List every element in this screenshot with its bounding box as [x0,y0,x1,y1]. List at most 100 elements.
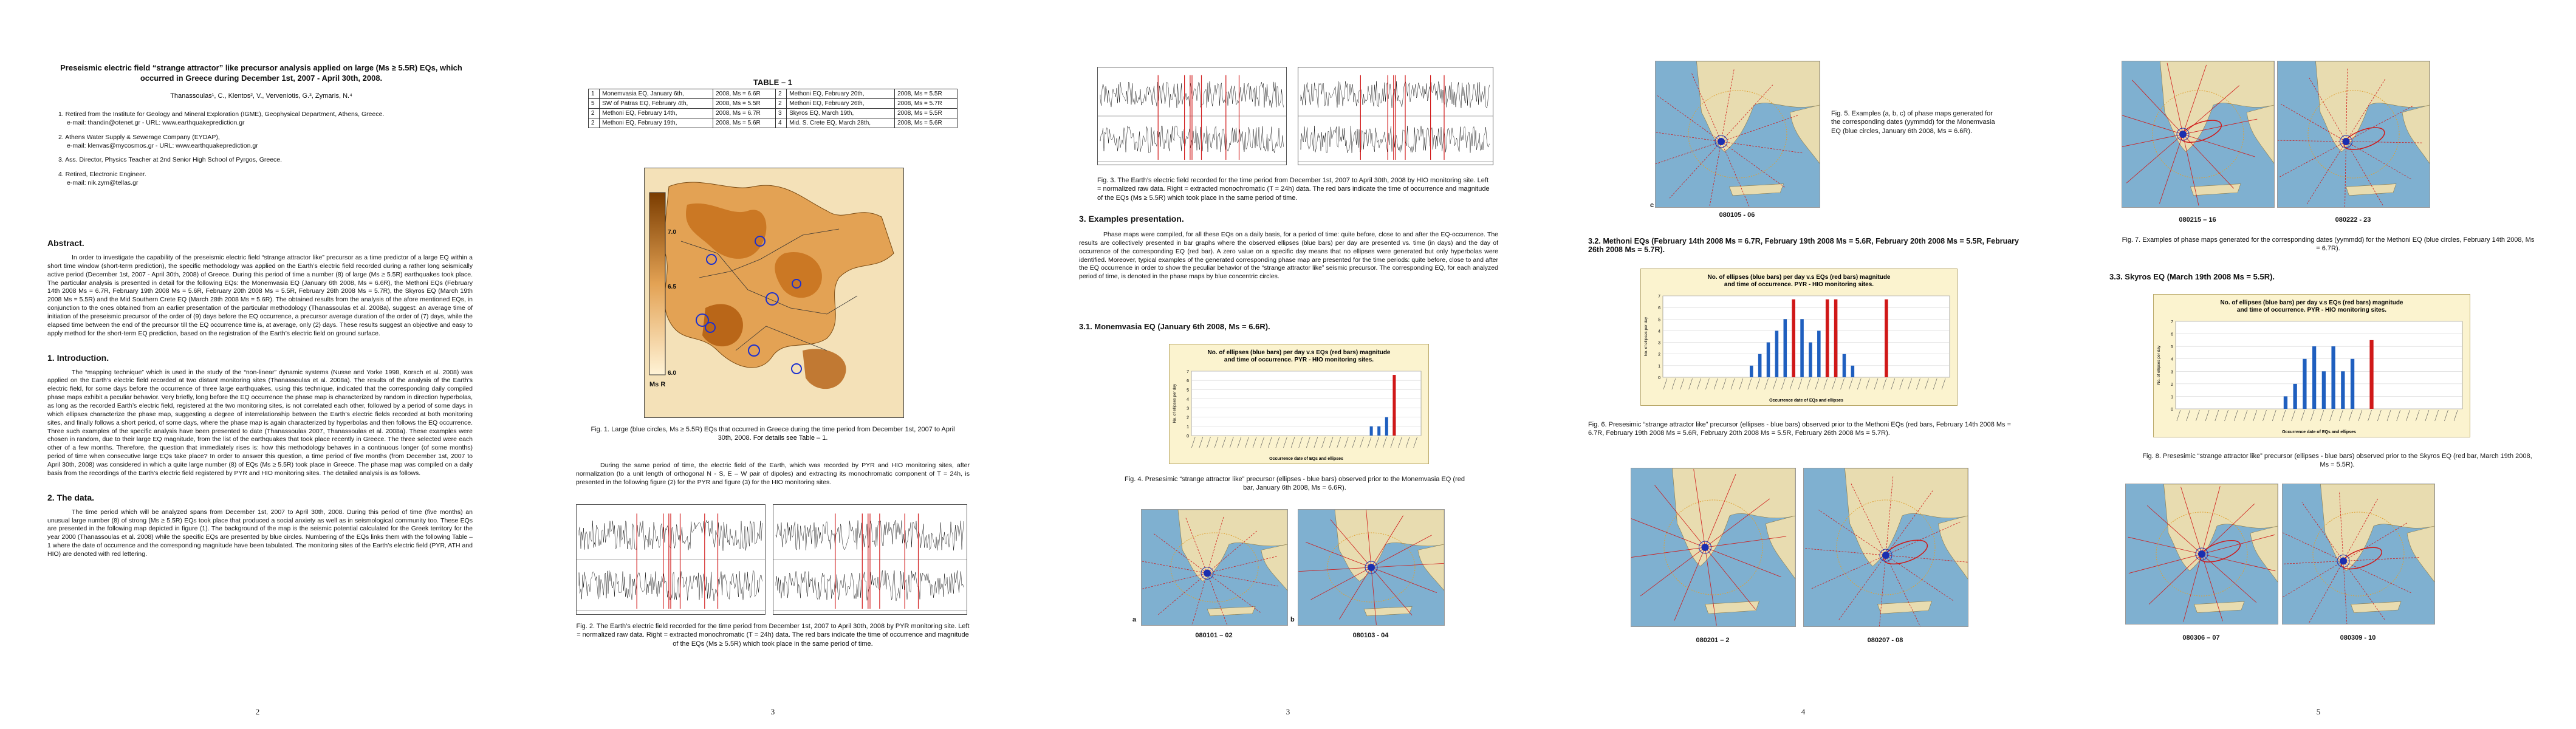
phase-ring [1327,532,1416,603]
table-cell: Monemvasia EQ, January 6th, [599,89,714,99]
ellipse-bar [2283,396,2288,409]
x-tick-mark [1314,436,1318,448]
data-heading: 2. The data. [47,492,95,502]
x-tick-mark [2386,409,2391,422]
phase-ring [2307,90,2400,179]
map-c-letter: c [1650,202,1654,209]
y-tick-label: 4 [2171,358,2173,362]
y-tick-label: 1 [1187,425,1189,430]
greece-land [1696,61,1820,152]
y-tick-label: 7 [1187,370,1189,374]
map-a-letter: a [1132,616,1137,623]
y-tick-label: 3 [1187,407,1189,411]
x-axis-label: Occurrence date of EQs and ellipses [1269,457,1343,461]
page-3-body-text: During the same period of time, the elec… [576,462,970,486]
map-a-label: 080101 – 02 [1195,632,1233,639]
crete-land [1363,606,1413,617]
trace-line [1300,126,1490,153]
figure-4-caption: Fig. 4. Presesimic “strange attractor li… [1125,476,1465,492]
phase-map-d [1631,468,1796,627]
y-tick-label: 3 [2171,370,2173,374]
ellipse-bar [1800,319,1804,377]
eq-location-ring [2340,135,2352,148]
crete-land [1877,601,1933,614]
x-tick-mark [1329,436,1334,448]
page-2-body: Abstract. In order to investigate the ca… [47,238,473,559]
abstract-text: In order to investigate the capability o… [47,254,473,337]
x-tick-mark [2377,409,2382,422]
eq-location-marker [2198,550,2205,558]
trace-line [1300,81,1490,109]
x-tick-mark [1899,378,1903,390]
turkey-land [1766,515,1795,580]
examples-heading: 3. Examples presentation. [1079,214,1184,224]
phase-map [2122,61,2274,207]
eq-location-marker [2179,131,2187,138]
y-tick-label: 7 [1658,295,1660,299]
x-tick-mark [2339,409,2343,422]
figure-2-raw-data [576,504,766,615]
figure-3-monochromatic-data [1298,67,1493,165]
x-tick-mark [1781,378,1786,390]
page-number: 3 [770,707,775,716]
table-cell: 2 [587,118,600,128]
table-cell: Methoni EQ, February 19th, [599,118,714,128]
figure-2-caption: Fig. 2. The Earth’s electric field recor… [576,623,970,648]
phase-ring [2156,512,2248,597]
figure-1-seismic-map: 7.0 6.5 6.0 Ms R [644,168,904,418]
affiliation-3: 3. Ass. Director, Physics Teacher at 2nd… [58,156,283,164]
map-c-label: 080105 - 06 [1719,211,1755,219]
x-tick-mark [2215,409,2219,422]
y-tick-label: 2 [1658,353,1660,357]
chart-title: No. of ellipses (blue bars) per day v.s … [1207,349,1390,363]
map-h-label: 080306 – 07 [2182,634,2220,642]
trace-line [578,519,762,551]
y-tick-label: 0 [2171,408,2173,412]
eq-location-marker [1701,544,1709,551]
x-tick-mark [1916,378,1920,390]
map-i-label: 080309 - 10 [2340,634,2376,642]
map-d-label: 080201 – 2 [1696,637,1730,644]
chart-title: No. of ellipses (blue bars) per day v.s … [2220,299,2403,313]
x-tick-mark [2253,409,2258,422]
x-axis-label: Occurrence date of EQs and ellipses [2282,430,2356,434]
page-3: TABLE – 1 1 Monemvasia EQ, January 6th, 20… [515,0,1030,729]
eq-bar [1834,299,1838,377]
eq-location-ring [1201,567,1214,580]
y-tick-label: 5 [1658,318,1660,322]
ellipse-bar [2331,346,2335,409]
legend-value-mid: 6.5 [668,284,676,290]
x-tick-mark [1230,436,1234,448]
phase-map [1656,61,1820,207]
x-tick-mark [2186,409,2190,422]
phase-map-g [2277,61,2430,208]
figure-3-caption: Fig. 3. The Earth’s electric field recor… [1097,177,1490,202]
x-tick-mark [2415,409,2420,422]
affiliation-1-contact[interactable]: e-mail: thandin@otenet.gr - URL: www.ear… [67,118,245,126]
table-cell: 4 [775,118,787,128]
x-tick-mark [2205,409,2210,422]
hyperbola-line [2279,106,2413,177]
hyperbola-line [2283,557,2419,564]
page-number: 4 [1801,707,1806,716]
legend-value-top: 7.0 [668,229,676,236]
x-tick-mark [1840,378,1845,390]
eq-location-marker [1368,564,1375,571]
affiliation-2-contact[interactable]: e-mail: klenvas@mycosmos.gr - URL: www.e… [67,142,258,149]
y-tick-label: 6 [1658,306,1660,310]
legend-unit: Ms R [649,381,666,388]
x-tick-mark [2396,409,2401,422]
ellipse-bar [2341,371,2345,409]
x-tick-mark [1747,378,1752,390]
phase-map-i [2282,484,2435,625]
x-tick-mark [1806,378,1811,390]
y-axis-label: No. of ellipses per day [2157,345,2161,385]
table-row: 1 Monemvasia EQ, January 6th, 2008, Ms = 6… [587,89,957,99]
ellipse-bar [1809,342,1812,377]
phase-ring [2312,512,2405,597]
affiliation-4-contact[interactable]: e-mail: nik.zym@tellas.gr [67,179,139,187]
phase-map [2278,61,2430,207]
trace-line [775,570,964,601]
page-4: Fig. 3. The Earth’s electric field recor… [1030,0,1546,729]
phase-ellipse [1883,539,1928,565]
